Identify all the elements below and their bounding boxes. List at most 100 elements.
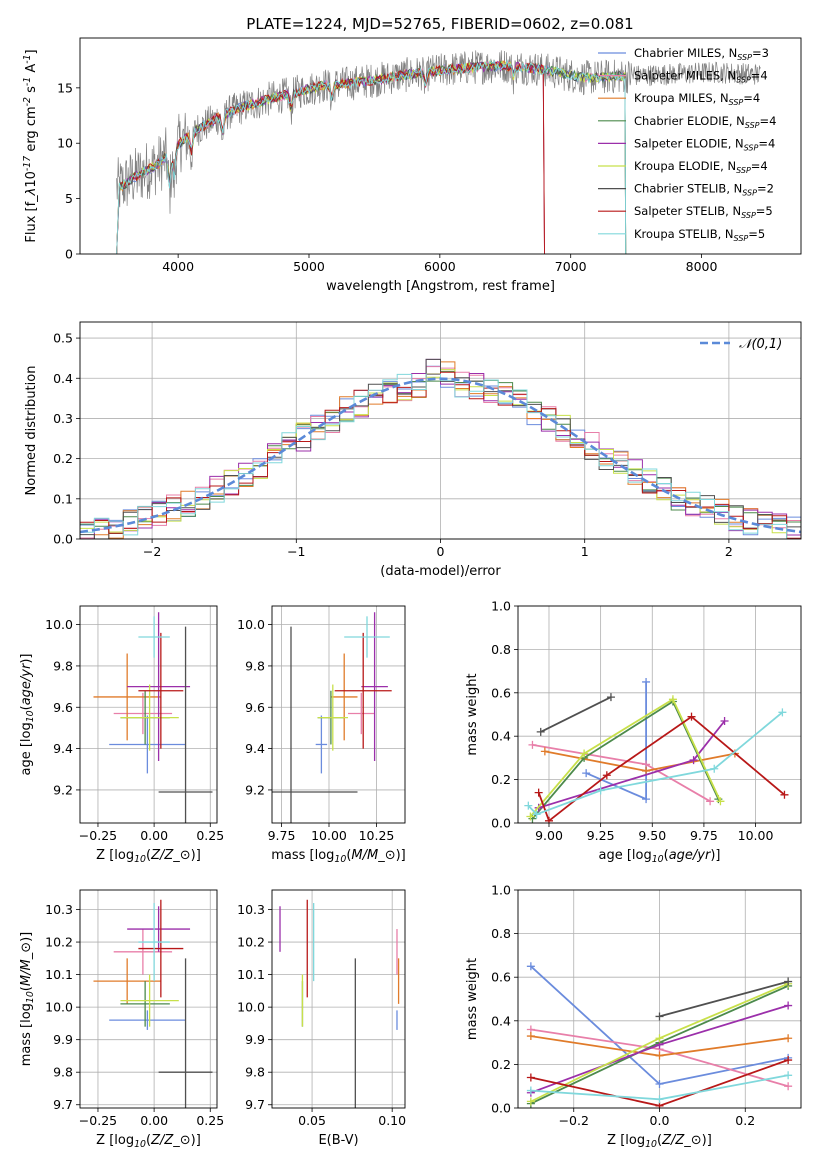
y-tick-label: 9.8 — [53, 658, 73, 673]
errorbar-series — [93, 899, 213, 1108]
weight-line — [531, 700, 720, 820]
y-tick-label: 0.6 — [491, 970, 511, 985]
axes-frame — [271, 889, 406, 1109]
y-tick-label: 10 — [57, 136, 73, 151]
histogram-series — [80, 358, 801, 539]
ticks: −0.25 0.00 0.25 9.2 9.4 9.6 9.8 10.0 — [45, 617, 224, 843]
y-tick-label: 10.0 — [237, 1000, 265, 1015]
x-axis-label: Z [log10(Z/Z_⊙)] — [607, 1133, 712, 1150]
age-weight-panel: 9.00 9.25 9.50 9.75 10.00 0.0 0.2 0.4 0.6 0.8 1.0 a… — [465, 599, 802, 865]
y-tick-label: 10.2 — [45, 935, 73, 950]
weight-marker — [655, 1080, 664, 1089]
weight-line — [585, 682, 647, 801]
weight-marker — [526, 1032, 535, 1041]
weight-marker — [524, 801, 533, 810]
x-axis-label: wavelength [Angstrom, rest frame] — [326, 279, 555, 294]
weight-marker — [655, 1012, 664, 1021]
weight-marker — [687, 712, 696, 721]
weight-line — [659, 980, 789, 1018]
y-tick-label: 0.0 — [53, 532, 73, 547]
errorbar-series — [93, 612, 213, 823]
weight-marker — [668, 695, 677, 704]
y-tick-label: 0.2 — [53, 451, 73, 466]
y-tick-label: 9.9 — [53, 1032, 73, 1047]
y-tick-label: 0.0 — [491, 816, 511, 831]
x-axis-label: Z [log10(Z/Z_⊙)] — [96, 848, 201, 865]
spectrum-legend: Chabrier MILES, NSSP=3 Salpeter MILES, NS… — [598, 46, 776, 243]
weight-marker — [526, 1097, 535, 1106]
weight-marker — [710, 764, 719, 773]
figure-title: PLATE=1224, MJD=52765, FIBERID=0602, z=0… — [246, 15, 633, 33]
x-tick-label: 0.00 — [140, 1113, 168, 1128]
weight-marker — [532, 810, 541, 819]
weight-line — [538, 720, 726, 809]
legend-label: 𝒩(0,1) — [739, 337, 782, 352]
axes-frame — [517, 605, 802, 824]
legend-label: Kroupa MILES, NSSP=4 — [634, 91, 760, 107]
weight-marker — [596, 786, 605, 795]
y-tick-label: 1.0 — [491, 883, 511, 898]
weight-marker — [526, 1073, 535, 1082]
legend-label: Kroupa STELIB, NSSP=5 — [634, 227, 765, 243]
x-tick-label: 9.75 — [268, 828, 296, 843]
y-tick-label: 10.2 — [237, 935, 265, 950]
weight-marker — [720, 717, 729, 726]
y-tick-label: 0.1 — [53, 491, 73, 506]
x-tick-label: 0.10 — [378, 1113, 406, 1128]
y-tick-label: 9.6 — [245, 700, 265, 715]
weight-marker — [784, 1082, 793, 1091]
weight-marker — [784, 1001, 793, 1010]
y-tick-label: 9.8 — [245, 658, 265, 673]
y-axis-label: mass weight — [465, 958, 480, 1040]
axes-frame — [79, 605, 218, 824]
legend-label: Kroupa ELODIE, NSSP=4 — [634, 159, 768, 175]
ticks: −0.2 0.0 0.2 0.0 0.2 0.4 0.6 0.8 1.0 — [491, 883, 755, 1129]
weight-line — [544, 750, 736, 772]
legend-label: Salpeter ELODIE, NSSP=4 — [634, 136, 775, 152]
legend-label: Salpeter MILES, NSSP=4 — [634, 69, 768, 85]
x-tick-label: 0.25 — [196, 828, 224, 843]
x-axis-label: age [log10(age/yr)] — [598, 848, 720, 865]
y-tick-label: 10.3 — [45, 902, 73, 917]
y-tick-label: 0.8 — [491, 642, 511, 657]
y-tick-label: 0.2 — [491, 1057, 511, 1072]
grid — [272, 890, 405, 1108]
weight-series — [524, 677, 789, 823]
y-tick-label: 0.4 — [53, 371, 73, 386]
y-tick-label: 10.1 — [45, 967, 73, 982]
x-tick-label: 8000 — [686, 259, 718, 274]
weight-marker — [655, 1034, 664, 1043]
axes-frame — [79, 889, 218, 1109]
y-tick-label: 0.2 — [491, 772, 511, 787]
weight-marker — [780, 790, 789, 799]
y-tick-label: 10.0 — [237, 617, 265, 632]
y-tick-label: 15 — [57, 80, 73, 95]
spectrum-panel: 4000 5000 6000 7000 8000 0 5 10 15 wavelength [An… — [22, 37, 802, 294]
grid — [80, 890, 217, 1108]
weight-marker — [534, 788, 543, 797]
x-axis-label: mass [log10(M/M_⊙)] — [271, 848, 406, 865]
residuals-panel: −2 −1 0 1 2 0.0 0.1 0.2 0.3 0.4 0.5 (data-model)/er… — [24, 321, 802, 579]
y-axis-label: age [log10(age/yr)] — [19, 653, 36, 775]
weight-marker — [784, 1056, 793, 1065]
z-weight-panel: −0.2 0.0 0.2 0.0 0.2 0.4 0.6 0.8 1.0 Z [log10(Z/Z… — [465, 883, 802, 1150]
y-tick-label: 9.4 — [53, 741, 73, 756]
x-tick-label: 6000 — [424, 259, 456, 274]
x-tick-label: 4000 — [162, 259, 194, 274]
x-tick-label: 5000 — [293, 259, 325, 274]
residual-legend: 𝒩(0,1) — [700, 337, 782, 352]
weight-marker — [526, 962, 535, 971]
legend-label: Chabrier ELODIE, NSSP=4 — [634, 114, 776, 130]
weight-marker — [716, 797, 725, 806]
x-tick-label: 9.00 — [535, 828, 563, 843]
x-tick-label: −2 — [143, 544, 161, 559]
normal-curve — [80, 377, 801, 534]
x-tick-label: 0 — [437, 544, 445, 559]
grid — [272, 606, 405, 823]
ebv-mass-panel: 0.05 0.10 9.7 9.8 9.9 10.0 10.1 10.2 10.3 E(B-V) — [237, 889, 406, 1148]
weight-marker — [642, 677, 651, 686]
y-tick-label: 9.7 — [53, 1097, 73, 1112]
y-tick-label: 0.3 — [53, 411, 73, 426]
x-tick-label: 10.00 — [738, 828, 774, 843]
